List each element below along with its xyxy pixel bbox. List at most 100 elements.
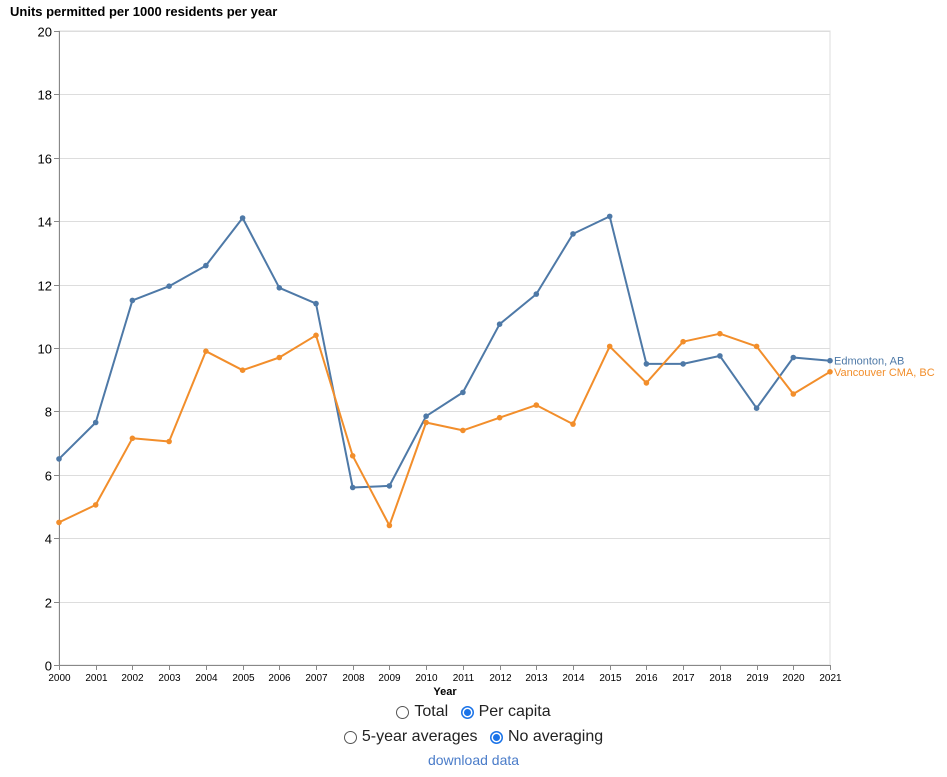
data-point — [239, 367, 246, 374]
data-point — [129, 435, 136, 442]
y-tick-label: 20 — [38, 25, 52, 40]
data-point — [203, 262, 209, 269]
grid — [58, 30, 831, 666]
x-tick-label: 2009 — [378, 673, 401, 684]
data-point — [386, 522, 393, 529]
x-tick-label: 2017 — [672, 673, 695, 684]
x-tick-label: 2011 — [453, 673, 475, 684]
x-axis-label: Year — [433, 686, 457, 698]
y-tick-label: 16 — [38, 152, 52, 167]
total-radio-option[interactable]: Total — [396, 703, 448, 721]
x-tick-label: 2000 — [48, 673, 71, 684]
data-point — [753, 405, 760, 412]
data-point — [129, 297, 136, 304]
total-radio-label: Total — [414, 703, 449, 720]
series-label: Vancouver CMA, BC — [834, 367, 935, 379]
no-averaging-radio[interactable] — [489, 730, 503, 744]
x-tick-label: 2001 — [85, 673, 108, 684]
y-tick-label: 0 — [45, 659, 52, 674]
x-tick-label: 2006 — [268, 673, 291, 684]
download-data-link[interactable]: download data — [427, 752, 520, 768]
five-year-averages-radio-label: 5-year averages — [361, 728, 478, 745]
series-1: Vancouver CMA, BC — [56, 330, 935, 529]
data-point — [533, 291, 540, 297]
data-point — [606, 213, 613, 220]
data-point — [276, 285, 283, 291]
y-tick-label: 4 — [45, 532, 52, 547]
total-radio[interactable] — [396, 705, 410, 719]
data-point — [606, 343, 613, 350]
data-point — [386, 483, 393, 489]
x-tick-label: 2020 — [782, 673, 805, 684]
per-capita-radio[interactable] — [460, 705, 474, 719]
x-tick-label: 2010 — [415, 673, 438, 684]
data-point — [56, 456, 62, 462]
data-point — [276, 354, 283, 361]
five-year-averages-radio-option[interactable]: 5-year averages — [343, 728, 478, 746]
data-point — [570, 421, 576, 427]
y-tick-label: 18 — [38, 88, 52, 103]
chart-title: Units permitted per 1000 residents per y… — [10, 4, 277, 19]
x-tick-label: 2014 — [562, 673, 585, 684]
data-point — [496, 321, 503, 328]
x-tick-label: 2013 — [525, 673, 548, 684]
data-point — [349, 484, 356, 491]
x-tick-label: 2007 — [305, 673, 328, 684]
data-point — [570, 231, 576, 237]
data-point — [56, 519, 62, 526]
x-tick-label: 2003 — [158, 673, 181, 684]
data-point — [790, 391, 797, 397]
data-point — [680, 361, 686, 367]
data-point — [203, 348, 209, 355]
series-line — [58, 332, 831, 527]
x-tick-label: 2018 — [709, 673, 732, 684]
data-point — [166, 438, 172, 445]
data-point — [349, 453, 356, 459]
series-label: Edmonton, AB — [834, 356, 904, 368]
download-data-container: download data — [0, 752, 947, 768]
chart: Units permitted per 1000 residents per y… — [10, 4, 935, 698]
data-point — [92, 502, 99, 508]
x-tick-label: 2021 — [819, 673, 842, 684]
measure-toggle-group: Total Per capita — [0, 703, 947, 724]
data-point — [717, 353, 723, 359]
five-year-averages-radio[interactable] — [343, 730, 357, 744]
data-point — [239, 215, 246, 221]
data-point — [460, 427, 466, 434]
data-point — [313, 300, 319, 307]
y-tick-label: 10 — [38, 342, 52, 357]
y-tick-label: 12 — [38, 279, 52, 294]
data-point — [423, 413, 429, 420]
data-point — [533, 402, 540, 408]
no-averaging-radio-option[interactable]: No averaging — [489, 728, 604, 746]
x-tick-label: 2015 — [599, 673, 622, 684]
data-point — [827, 369, 833, 375]
data-point — [313, 332, 319, 339]
x-tick-label: 2019 — [746, 673, 769, 684]
data-point — [460, 389, 466, 396]
x-tick-label: 2005 — [232, 673, 255, 684]
data-point — [496, 414, 503, 421]
series-0: Edmonton, AB — [56, 213, 904, 491]
x-tick-label: 2016 — [635, 673, 658, 684]
x-tick-label: 2004 — [195, 673, 218, 684]
y-tick-label: 14 — [38, 215, 52, 230]
per-capita-radio-option[interactable]: Per capita — [460, 703, 551, 721]
x-tick-label: 2012 — [489, 673, 512, 684]
no-averaging-radio-label: No averaging — [507, 728, 604, 745]
data-point — [166, 283, 172, 290]
data-point — [717, 330, 723, 337]
data-point — [643, 361, 650, 367]
data-point — [680, 338, 686, 345]
axes: 0 2 4 6 8 10 12 14 16 18 20 2000 2001 2002 2003 2004 200… — [38, 25, 843, 685]
averaging-toggle-group: 5-year averages No averaging — [0, 728, 947, 749]
per-capita-radio-label: Per capita — [478, 703, 551, 720]
data-point — [827, 357, 833, 364]
x-tick-label: 2008 — [342, 673, 365, 684]
data-point — [423, 419, 429, 426]
y-tick-label: 8 — [45, 405, 52, 420]
data-point — [753, 343, 760, 350]
series-line — [58, 215, 831, 489]
y-tick-label: 2 — [45, 596, 52, 611]
